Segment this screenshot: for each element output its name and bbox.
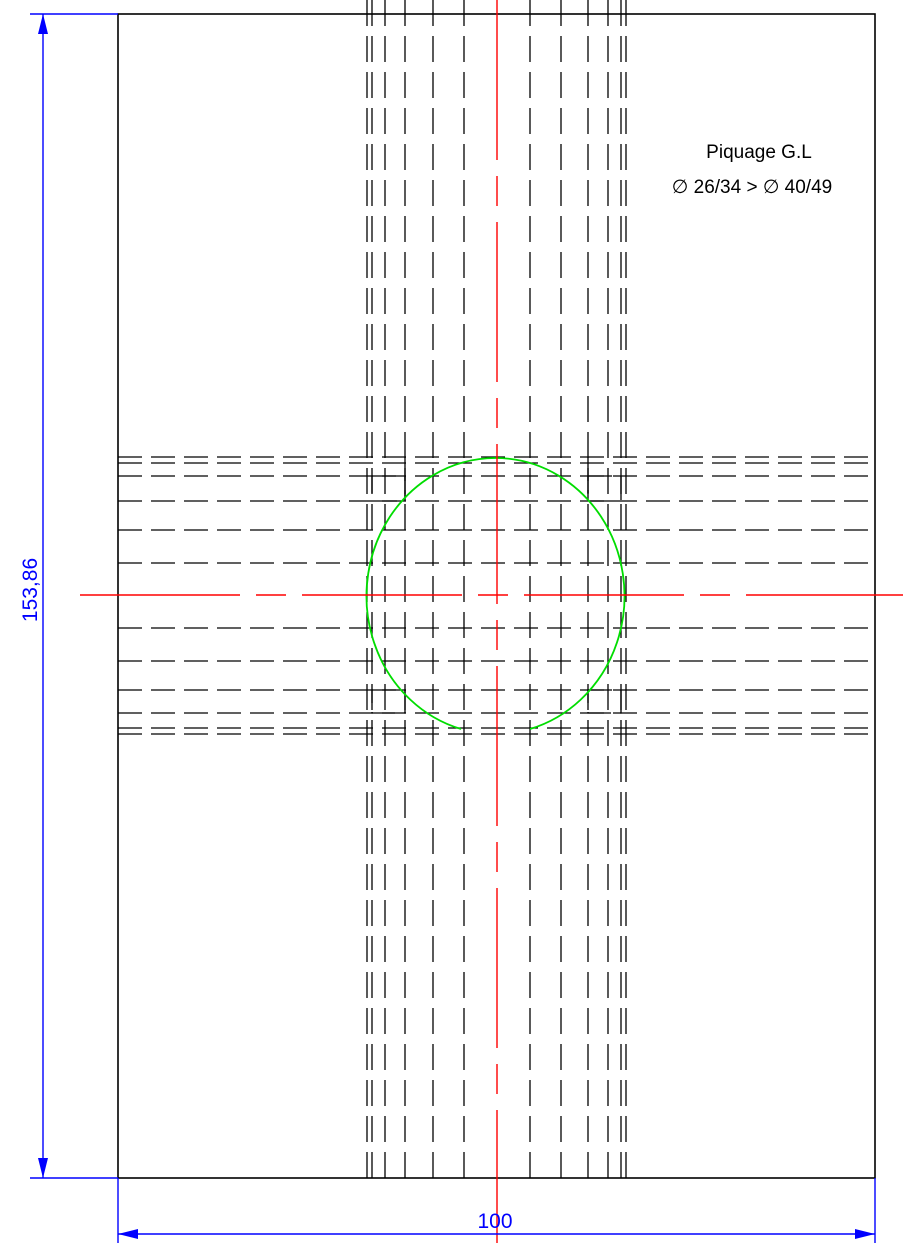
note-title: Piquage G.L xyxy=(706,142,812,163)
center-lines xyxy=(80,0,903,1243)
note-diameters: ∅ 26/34 > ∅ 40/49 xyxy=(672,177,832,198)
dimension-arrow-top xyxy=(38,14,48,34)
vertical-pipe-hidden-lines xyxy=(366,0,627,1178)
piquage-note: Piquage G.L ∅ 26/34 > ∅ 40/49 xyxy=(672,142,832,198)
junction-hidden-rectangles xyxy=(371,457,622,714)
height-dimension: 153,86 xyxy=(19,13,118,1179)
width-dimension-text: 100 xyxy=(477,1210,512,1233)
width-dimension: 100 xyxy=(117,1178,876,1243)
dimension-arrow-bottom xyxy=(38,1158,48,1178)
dimension-arrow-right xyxy=(855,1229,875,1239)
cut-profile-circle xyxy=(365,457,626,730)
height-dimension-text: 153,86 xyxy=(19,558,42,622)
dimension-arrow-left xyxy=(118,1229,138,1239)
